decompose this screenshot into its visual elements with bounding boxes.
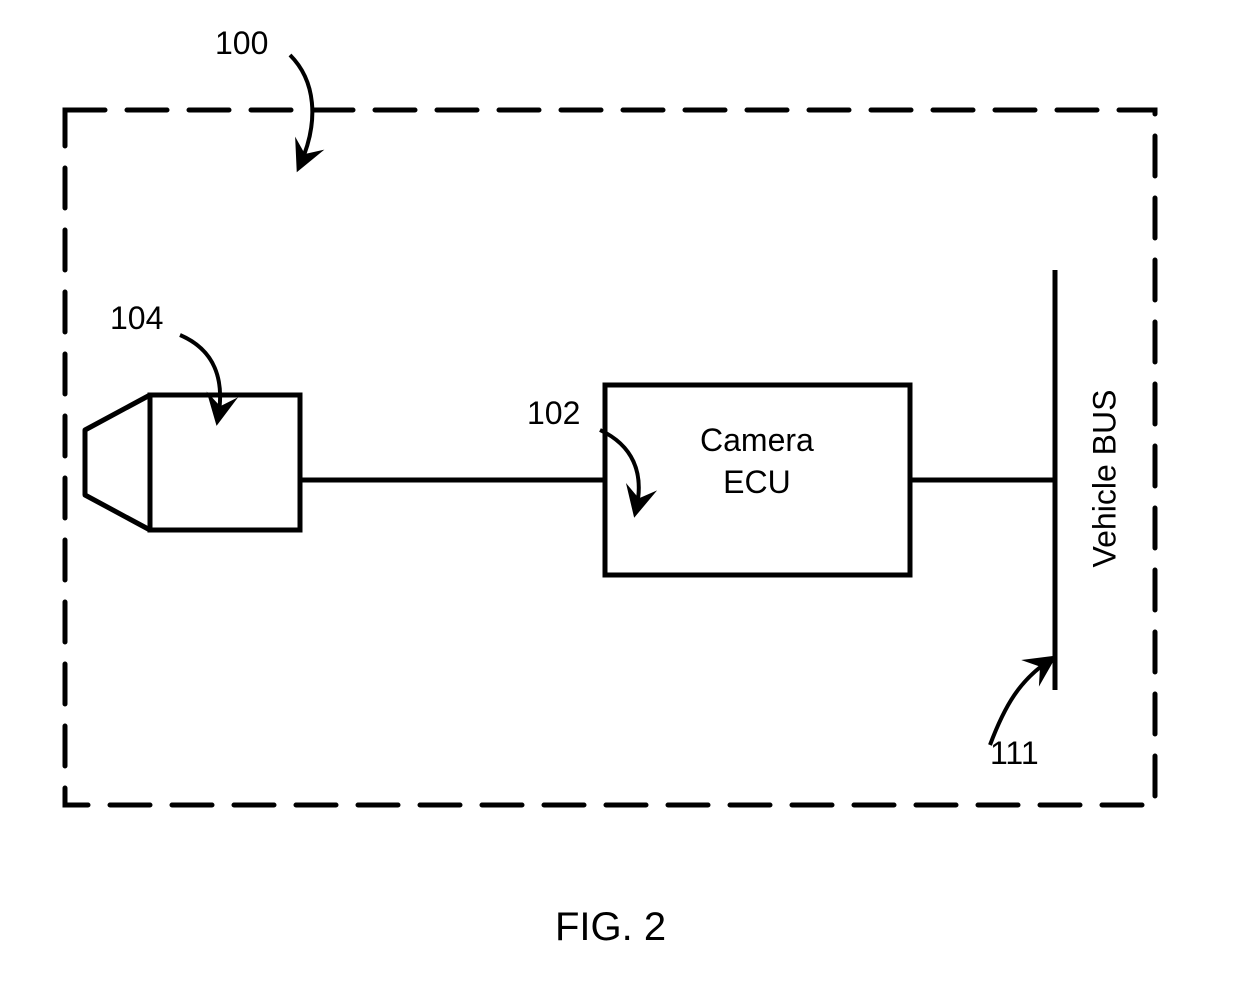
ref-label-100: 100 [215,25,268,62]
figure-label: FIG. 2 [555,905,666,950]
ecu-box-label: Camera ECU [700,420,814,503]
arrow-111 [990,660,1050,745]
ref-label-102: 102 [527,395,580,432]
arrow-104 [180,335,220,418]
camera-body [150,395,300,530]
ref-label-104: 104 [110,300,163,337]
ref-label-111: 111 [990,735,1039,772]
camera-lens [85,395,150,530]
vehicle-bus-label: Vehicle BUS [1087,389,1124,569]
system-container [65,110,1155,805]
diagram-canvas: 100 104 102 111 Camera ECU Vehicle BUS F… [0,0,1240,1006]
diagram-svg [0,0,1240,870]
